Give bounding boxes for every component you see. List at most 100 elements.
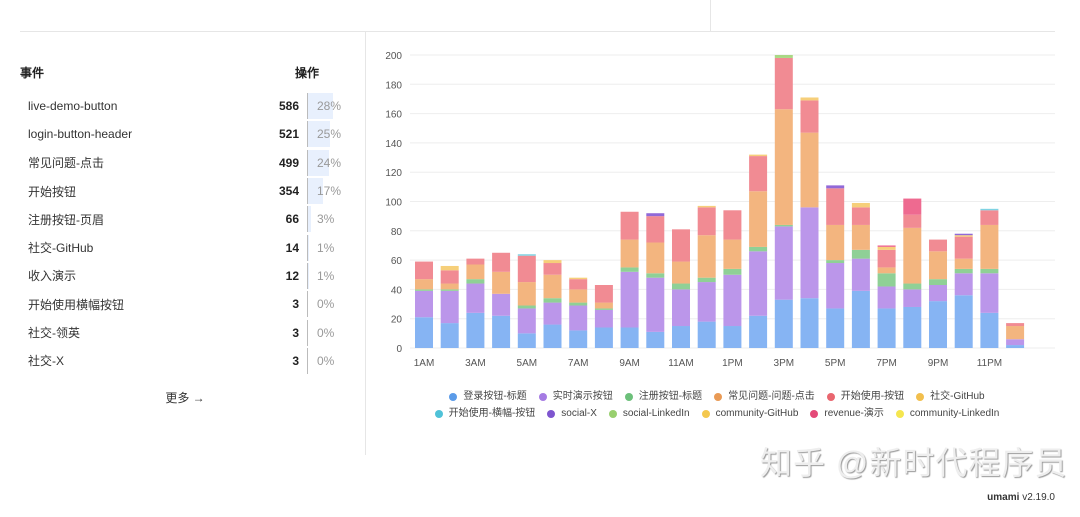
table-row[interactable]: 收入演示 12 1% [20, 262, 350, 290]
table-row[interactable]: 社交-X 3 0% [20, 347, 350, 375]
bar-segment[interactable] [620, 271, 639, 328]
bar-segment[interactable] [569, 330, 588, 348]
bar-segment[interactable] [954, 273, 973, 296]
bar-segment[interactable] [697, 207, 716, 236]
bar-segment[interactable] [980, 268, 999, 274]
bar-segment[interactable] [749, 156, 768, 192]
bar-segment[interactable] [646, 242, 665, 274]
bar-segment[interactable] [851, 249, 870, 259]
bar-segment[interactable] [774, 224, 793, 227]
bar-segment[interactable] [954, 295, 973, 348]
bar-segment[interactable] [672, 229, 690, 262]
table-row[interactable]: 常见问题-点击 499 24% [20, 149, 350, 177]
legend-item[interactable]: 登录按钮-标题 [449, 390, 527, 404]
bar-segment[interactable] [440, 290, 459, 324]
bar-segment[interactable] [620, 267, 639, 272]
event-name[interactable]: 社交-领英 [28, 326, 80, 341]
bar-segment[interactable] [929, 251, 947, 280]
bar-segment[interactable] [492, 271, 511, 294]
bar-segment[interactable] [877, 246, 896, 250]
bar-segment[interactable] [569, 289, 588, 303]
bar-segment[interactable] [749, 246, 768, 252]
bar-segment[interactable] [543, 298, 562, 303]
bar-segment[interactable] [954, 268, 973, 274]
bar-segment[interactable] [800, 132, 819, 208]
bar-segment[interactable] [877, 308, 896, 348]
bar-segment[interactable] [594, 309, 613, 328]
table-row[interactable]: 社交-领英 3 0% [20, 318, 350, 346]
legend-item[interactable]: community-LinkedIn [895, 407, 999, 421]
bar-segment[interactable] [466, 312, 485, 348]
bar-segment[interactable] [517, 308, 536, 334]
table-row[interactable]: 开始使用横幅按钮 3 0% [20, 290, 350, 318]
bar-segment[interactable] [800, 97, 819, 101]
bar-segment[interactable] [851, 224, 870, 250]
more-button[interactable]: 更多 → [165, 390, 205, 405]
bar-segment[interactable] [749, 315, 768, 348]
bar-segment[interactable] [826, 224, 845, 261]
table-row[interactable]: 注册按钮-页眉 66 3% [20, 205, 350, 233]
bar-segment[interactable] [646, 216, 665, 243]
bar-segment[interactable] [543, 324, 562, 348]
event-name[interactable]: live-demo-button [28, 99, 118, 114]
table-row[interactable]: 开始按钮 354 17% [20, 177, 350, 205]
bar-segment[interactable] [697, 205, 716, 208]
bar-segment[interactable] [954, 233, 973, 236]
event-name[interactable]: 社交-X [28, 354, 65, 369]
bar-segment[interactable] [466, 258, 485, 265]
bar-segment[interactable] [569, 277, 588, 280]
bar-segment[interactable] [749, 251, 768, 316]
legend-item[interactable]: community-GitHub [701, 407, 798, 421]
bar-segment[interactable] [723, 326, 742, 348]
bar-segment[interactable] [980, 224, 999, 269]
table-row[interactable]: 社交-GitHub 14 1% [20, 233, 350, 261]
bar-segment[interactable] [594, 302, 613, 309]
legend-item[interactable]: social-X [547, 407, 597, 421]
legend-item[interactable]: social-LinkedIn [608, 407, 690, 421]
bar-segment[interactable] [672, 326, 690, 348]
bar-segment[interactable] [826, 185, 845, 189]
bar-segment[interactable] [646, 331, 665, 348]
bar-segment[interactable] [594, 285, 613, 303]
bar-segment[interactable] [877, 273, 896, 287]
bar-segment[interactable] [723, 210, 742, 240]
bar-segment[interactable] [749, 154, 768, 157]
event-name[interactable]: login-button-header [28, 127, 133, 142]
event-name[interactable]: 社交-GitHub [28, 241, 94, 256]
bar-segment[interactable] [569, 279, 588, 290]
bar-segment[interactable] [1006, 323, 1025, 327]
bar-segment[interactable] [697, 277, 716, 283]
bar-segment[interactable] [851, 202, 870, 208]
bar-segment[interactable] [492, 252, 511, 272]
bar-segment[interactable] [646, 213, 665, 217]
table-row[interactable]: live-demo-button 586 28% [20, 92, 350, 120]
legend-item[interactable]: 实时演示按钮 [538, 390, 613, 404]
bar-segment[interactable] [415, 317, 433, 348]
legend-item[interactable]: 开始使用-按钮 [826, 390, 904, 404]
bar-segment[interactable] [517, 305, 536, 309]
bar-segment[interactable] [646, 273, 665, 278]
bar-segment[interactable] [440, 323, 459, 348]
bar-segment[interactable] [877, 249, 896, 268]
bar-segment[interactable] [440, 270, 459, 284]
bar-segment[interactable] [774, 55, 793, 58]
legend-item[interactable]: 社交-GitHub [916, 390, 985, 404]
bar-segment[interactable] [672, 261, 690, 284]
bar-segment[interactable] [723, 268, 742, 275]
bar-segment[interactable] [980, 210, 999, 225]
bar-segment[interactable] [954, 235, 973, 237]
bar-segment[interactable] [929, 285, 947, 302]
bar-segment[interactable] [543, 263, 562, 275]
bar-segment[interactable] [903, 306, 922, 348]
bar-segment[interactable] [774, 57, 793, 110]
bar-segment[interactable] [1006, 345, 1025, 348]
legend-item[interactable]: 常见问题-问题-点击 [714, 390, 815, 404]
bar-segment[interactable] [903, 289, 922, 307]
bar-segment[interactable] [826, 188, 845, 225]
bar-segment[interactable] [415, 289, 433, 291]
bar-segment[interactable] [749, 191, 768, 247]
bar-segment[interactable] [697, 235, 716, 278]
bar-segment[interactable] [415, 279, 433, 290]
bar-segment[interactable] [903, 214, 922, 228]
bar-segment[interactable] [980, 208, 999, 211]
